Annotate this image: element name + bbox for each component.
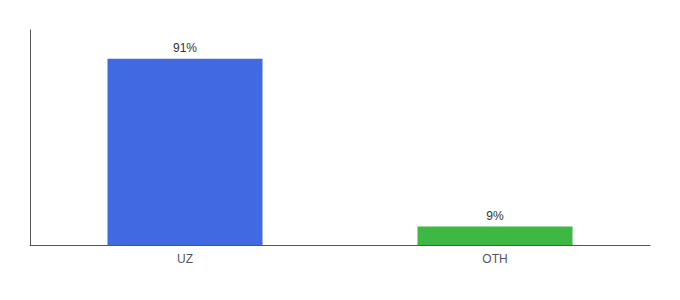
svg-text:91%: 91% (173, 41, 197, 55)
svg-text:OTH: OTH (482, 252, 507, 266)
svg-text:9%: 9% (486, 209, 504, 223)
svg-text:UZ: UZ (177, 252, 193, 266)
